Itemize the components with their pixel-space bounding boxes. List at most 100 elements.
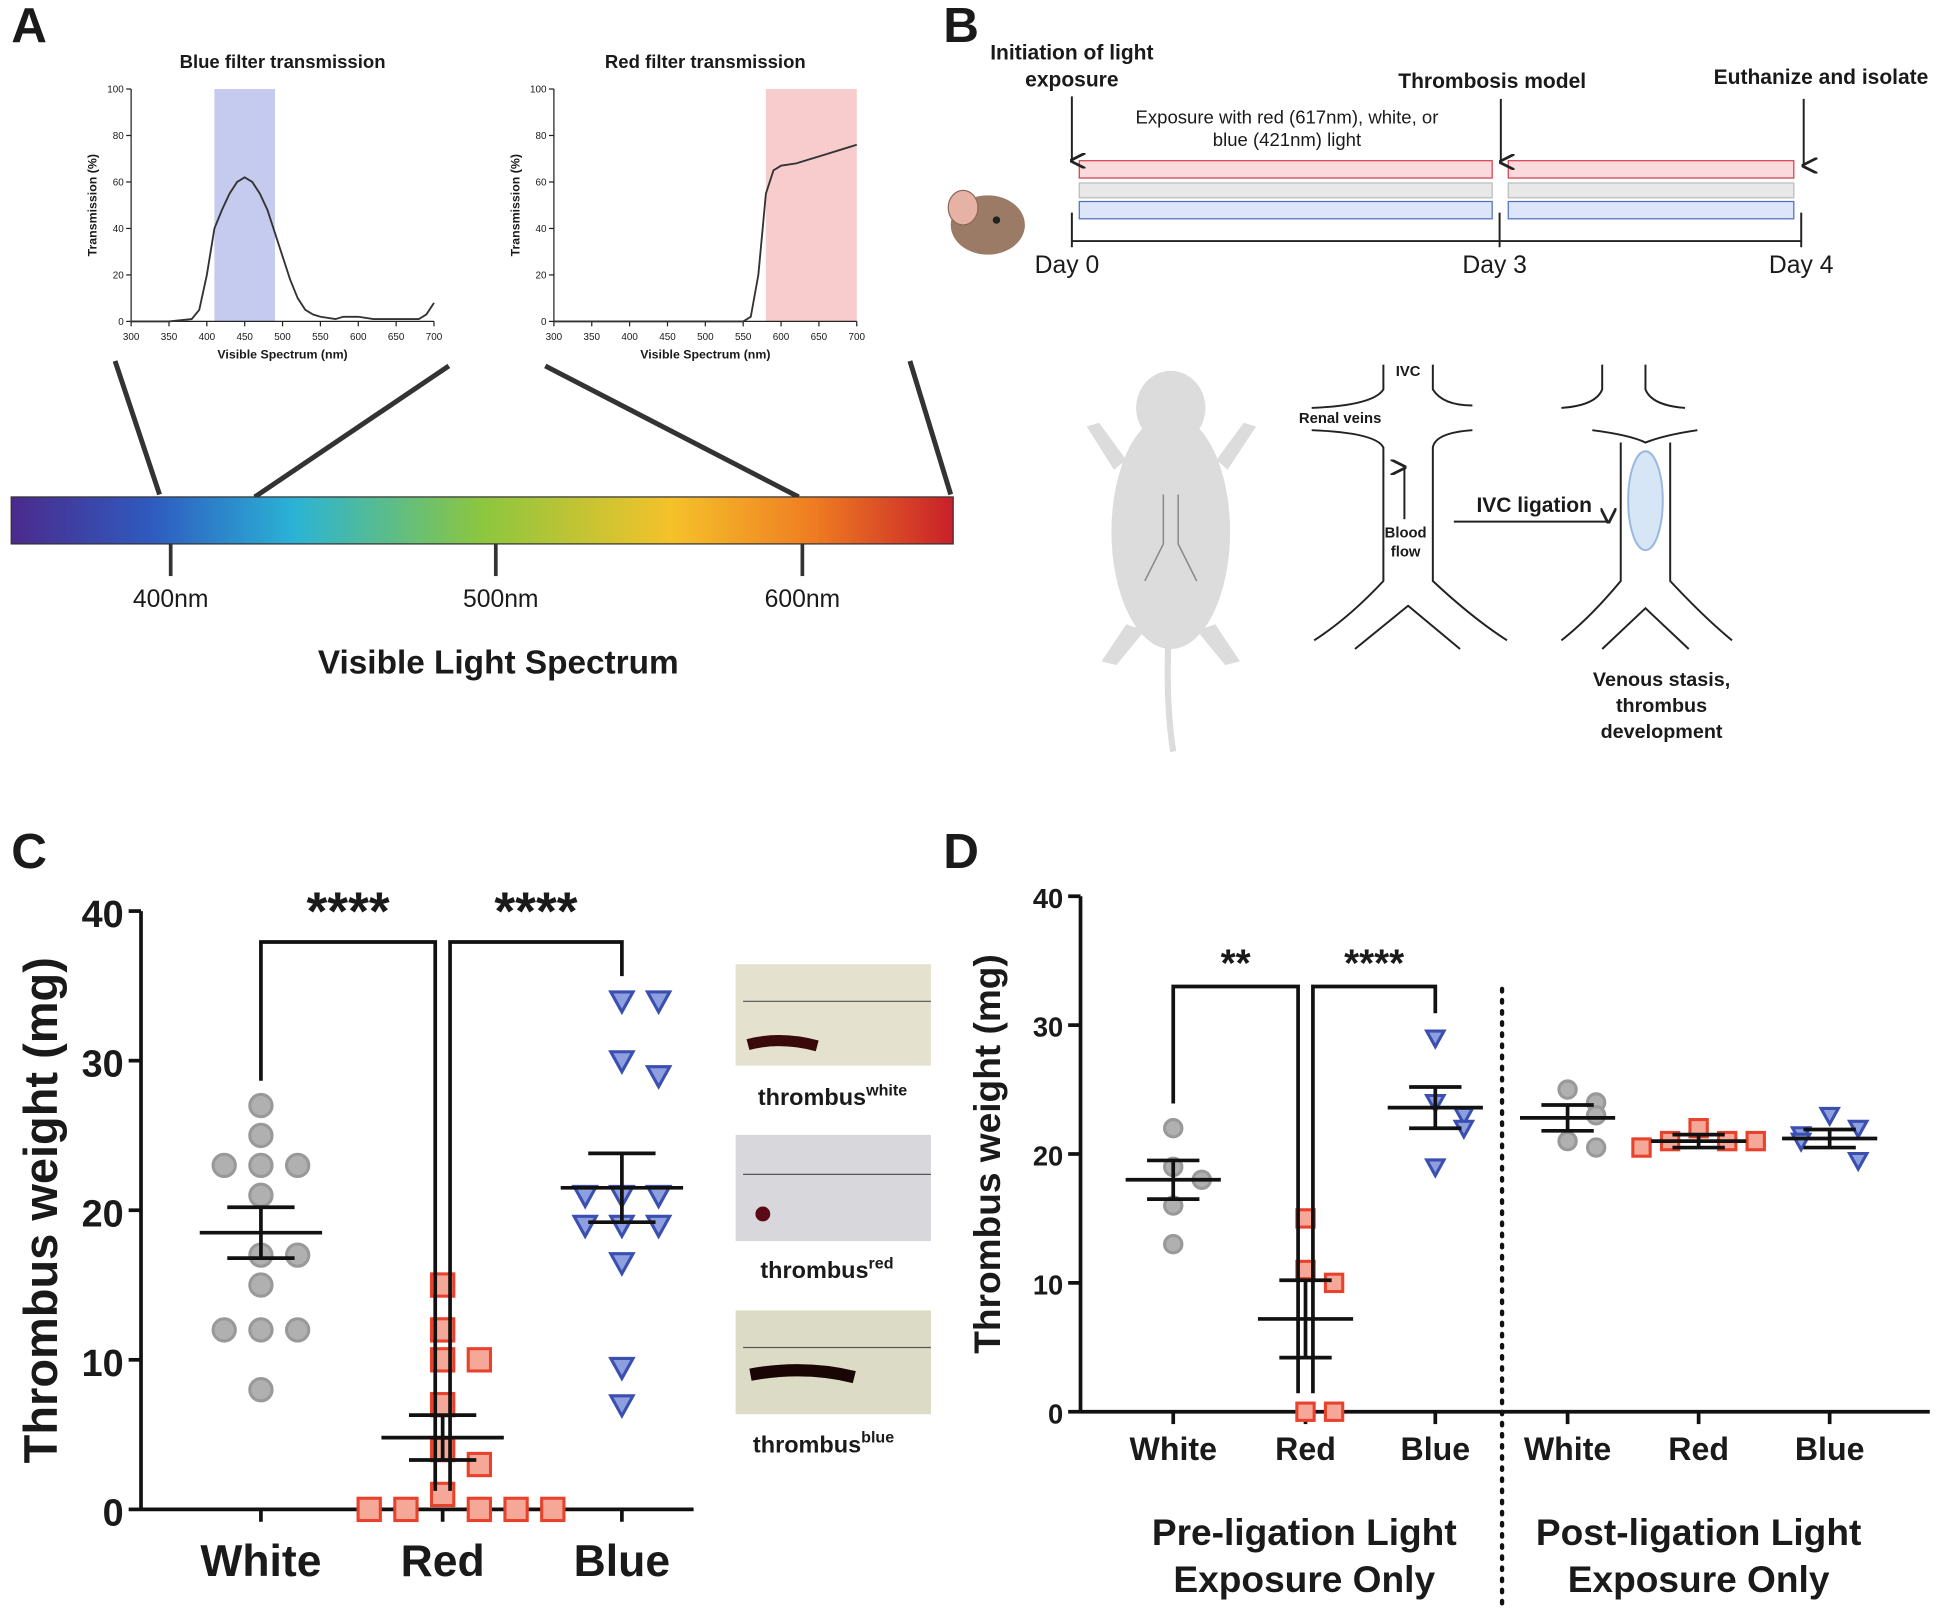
mouse-head	[947, 189, 1025, 255]
photo-label-text: thrombus	[758, 1084, 866, 1110]
x-tick-label: Red	[401, 1537, 485, 1586]
mouse-body	[1086, 370, 1257, 753]
chart-title: Blue filter transmission	[180, 51, 386, 72]
panel-label: D	[943, 824, 979, 879]
data-point	[248, 1182, 274, 1208]
y-axis-label: Thrombus weight (mg)	[14, 957, 67, 1463]
data-point	[1424, 1158, 1447, 1179]
significance-bracket	[259, 940, 438, 1491]
transmission-line	[131, 176, 435, 323]
x-tick-label: 600	[350, 332, 367, 343]
x-tick-label: 300	[546, 332, 563, 343]
y-axis-label: Transmission (%)	[508, 154, 522, 256]
x-tick-label: 650	[811, 332, 828, 343]
exposure-note: Exposure with red (617nm), white, or	[1136, 107, 1439, 128]
data-point	[571, 1214, 599, 1240]
y-tick-label: 40	[1033, 883, 1063, 914]
data-point	[284, 1317, 311, 1343]
spectrum-title: Visible Light Spectrum	[318, 645, 679, 682]
x-tick-label: 450	[659, 332, 676, 343]
significance-label: **	[1221, 943, 1251, 986]
y-tick-label: 20	[536, 271, 547, 282]
data-point	[1585, 1137, 1607, 1158]
data-point	[1424, 1029, 1447, 1050]
group-label: Exposure Only	[1173, 1558, 1435, 1600]
data-point	[608, 1356, 636, 1382]
x-tick-label: 500	[697, 332, 714, 343]
data-point	[248, 1272, 274, 1298]
timeline-label: Initiation of light	[990, 41, 1153, 64]
vein-diagram	[1311, 364, 1733, 650]
x-tick-label: 500	[274, 332, 291, 343]
y-tick-label: 80	[536, 131, 547, 142]
y-tick-label: 10	[82, 1343, 124, 1385]
x-tick-label: White	[1130, 1431, 1217, 1467]
outcome-label: development	[1601, 721, 1723, 743]
outcome-label: thrombus	[1616, 695, 1707, 717]
panel-label: C	[11, 824, 47, 879]
x-tick-label: 400	[199, 332, 216, 343]
filter-band	[765, 89, 857, 322]
anatomy-label: Blood	[1385, 526, 1427, 542]
data-point	[1557, 1079, 1578, 1100]
significance-label: ****	[307, 883, 390, 942]
data-point	[211, 1317, 237, 1343]
data-point	[466, 1451, 493, 1478]
photo-label-sup: blue	[861, 1429, 894, 1447]
data-point	[248, 1317, 274, 1343]
data-point	[540, 1496, 566, 1523]
data-point	[608, 1050, 636, 1075]
x-tick-label: Blue	[1795, 1431, 1865, 1467]
significance-bracket	[1311, 984, 1438, 1394]
photo-label-sup: red	[869, 1254, 894, 1272]
y-tick-label: 60	[536, 178, 547, 189]
y-tick-label: 100	[107, 85, 124, 96]
chart-title: Red filter transmission	[605, 51, 806, 72]
x-axis-label: Visible Spectrum (nm)	[217, 347, 347, 361]
x-tick-label: 700	[426, 332, 443, 343]
significance-bracket	[448, 940, 624, 1491]
x-tick-label: 550	[312, 332, 329, 343]
panel-label: B	[943, 0, 979, 53]
data-point	[466, 1347, 493, 1373]
data-point	[608, 1394, 636, 1419]
data-point	[248, 1092, 274, 1119]
y-tick-label: 100	[530, 85, 547, 96]
y-tick-label: 40	[113, 224, 124, 235]
data-point	[1163, 1118, 1184, 1139]
data-point	[393, 1496, 419, 1523]
timeline-label: exposure	[1025, 69, 1118, 92]
y-tick-label: 40	[536, 224, 547, 235]
group-label: Pre-ligation Light	[1152, 1511, 1457, 1553]
y-axis-label: Thrombus weight (mg)	[966, 954, 1008, 1354]
data-point	[211, 1152, 237, 1179]
x-tick-label: 400	[621, 332, 638, 343]
spectrum-tick: 500nm	[463, 586, 539, 613]
y-tick-label: 0	[541, 317, 547, 328]
data-point	[644, 1065, 673, 1090]
photo-label-text: thrombus	[753, 1432, 861, 1458]
x-tick-label: 300	[123, 332, 140, 343]
x-tick-label: 450	[236, 332, 253, 343]
data-point	[608, 1252, 636, 1277]
data-point	[1323, 1272, 1345, 1294]
anatomy-label: flow	[1391, 544, 1421, 560]
spectrum-tick: 400nm	[133, 586, 209, 613]
photo-label: thrombusblue	[753, 1429, 894, 1458]
x-tick-label: 350	[161, 332, 178, 343]
outcome-label: Venous stasis,	[1593, 669, 1730, 691]
photo-label-text: thrombus	[760, 1257, 868, 1283]
data-point	[284, 1242, 311, 1268]
data-point	[248, 1377, 274, 1403]
x-tick-label: Red	[1668, 1431, 1729, 1467]
panel-label: A	[11, 0, 47, 53]
x-tick-label: White	[200, 1537, 321, 1586]
data-point	[284, 1152, 311, 1179]
photo-label: thrombuswhite	[758, 1081, 907, 1110]
y-tick-label: 20	[113, 271, 124, 282]
anatomy-label: IVC	[1396, 364, 1421, 380]
significance-label: ****	[1344, 943, 1404, 986]
x-tick-label: Red	[1275, 1431, 1336, 1467]
x-axis-label: Visible Spectrum (nm)	[640, 347, 770, 361]
significance-bracket	[1171, 984, 1300, 1394]
